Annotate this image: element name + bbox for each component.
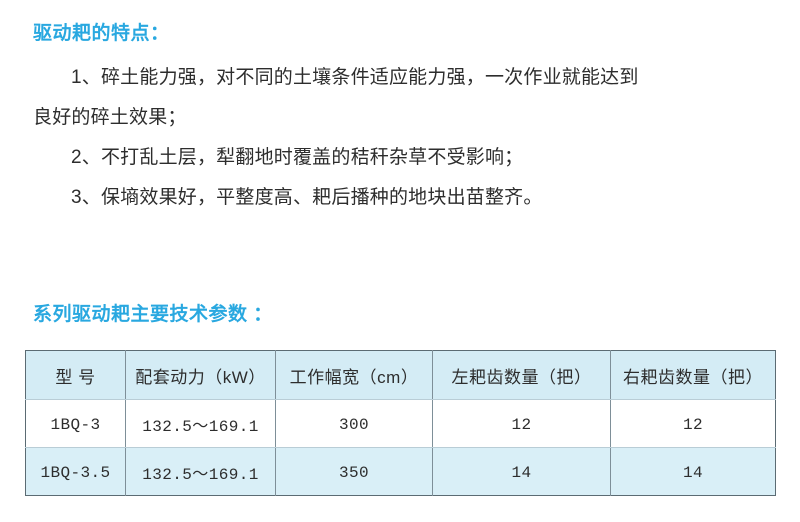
cell-model: 1BQ-3.5 bbox=[25, 447, 126, 496]
features-heading: 驱动耙的特点： bbox=[33, 23, 170, 44]
cell-power-value: 132.5～169.1 bbox=[142, 465, 259, 484]
column-header-model-label: 型 号 bbox=[55, 367, 96, 387]
specs-heading: 系列驱动耙主要技术参数 ： bbox=[33, 304, 273, 325]
column-header-power-label: 配套动力（kW） bbox=[135, 367, 266, 387]
column-header-left-teeth-label: 左耙齿数量（把） bbox=[451, 367, 592, 387]
cell-working-width-value: 350 bbox=[338, 463, 369, 482]
spec-table-container: 型 号 配套动力（kW） 工作幅宽（cm） 左耙齿数量（把） 右耙齿数量（把） … bbox=[25, 350, 776, 496]
column-header-right-teeth-label: 右耙齿数量（把） bbox=[623, 367, 763, 387]
cell-power: 132.5～169.1 bbox=[125, 447, 276, 496]
cell-working-width: 350 bbox=[275, 447, 433, 496]
table-row: 1BQ-3 132.5～169.1 300 12 12 bbox=[25, 399, 776, 448]
column-header-working-width-label: 工作幅宽（cm） bbox=[289, 367, 419, 387]
column-header-working-width: 工作幅宽（cm） bbox=[275, 350, 433, 400]
cell-working-width: 300 bbox=[275, 399, 433, 448]
table-header-row: 型 号 配套动力（kW） 工作幅宽（cm） 左耙齿数量（把） 右耙齿数量（把） bbox=[25, 350, 776, 400]
spec-table: 型 号 配套动力（kW） 工作幅宽（cm） 左耙齿数量（把） 右耙齿数量（把） … bbox=[25, 350, 776, 496]
features-paragraph-block: 1、碎土能力强，对不同的土壤条件适应能力强，一次作业就能达到 良好的碎土效果； … bbox=[33, 58, 773, 218]
spec-table-body: 1BQ-3 132.5～169.1 300 12 12 1BQ-3.5 132.… bbox=[25, 399, 776, 496]
column-header-left-teeth: 左耙齿数量（把） bbox=[432, 350, 611, 400]
column-header-right-teeth: 右耙齿数量（把） bbox=[610, 350, 776, 400]
cell-left-teeth: 14 bbox=[432, 447, 611, 496]
cell-power: 132.5～169.1 bbox=[125, 399, 276, 448]
feature-line-2: 2、不打乱土层，犁翻地时覆盖的秸秆杂草不受影响； bbox=[71, 147, 524, 168]
cell-power-value: 132.5～169.1 bbox=[142, 417, 259, 436]
cell-left-teeth-value: 14 bbox=[511, 463, 532, 482]
feature-line-1-continued: 良好的碎土效果； bbox=[33, 107, 187, 128]
cell-right-teeth-value: 12 bbox=[682, 415, 703, 434]
cell-right-teeth-value: 14 bbox=[682, 463, 703, 482]
cell-right-teeth: 14 bbox=[610, 447, 776, 496]
column-header-power: 配套动力（kW） bbox=[125, 350, 276, 400]
table-row: 1BQ-3.5 132.5～169.1 350 14 14 bbox=[25, 447, 776, 496]
cell-left-teeth-value: 12 bbox=[511, 415, 532, 434]
cell-model-value: 1BQ-3 bbox=[50, 415, 101, 434]
cell-model-value: 1BQ-3.5 bbox=[40, 463, 111, 482]
cell-left-teeth: 12 bbox=[432, 399, 611, 448]
cell-right-teeth: 12 bbox=[610, 399, 776, 448]
cell-model: 1BQ-3 bbox=[25, 399, 126, 448]
column-header-model: 型 号 bbox=[25, 350, 126, 400]
feature-line-3: 3、保墒效果好，平整度高、耙后播种的地块出苗整齐。 bbox=[71, 187, 543, 208]
feature-line-1: 1、碎土能力强，对不同的土壤条件适应能力强，一次作业就能达到 bbox=[71, 67, 639, 88]
spec-table-head: 型 号 配套动力（kW） 工作幅宽（cm） 左耙齿数量（把） 右耙齿数量（把） bbox=[25, 350, 776, 400]
cell-working-width-value: 300 bbox=[338, 415, 369, 434]
